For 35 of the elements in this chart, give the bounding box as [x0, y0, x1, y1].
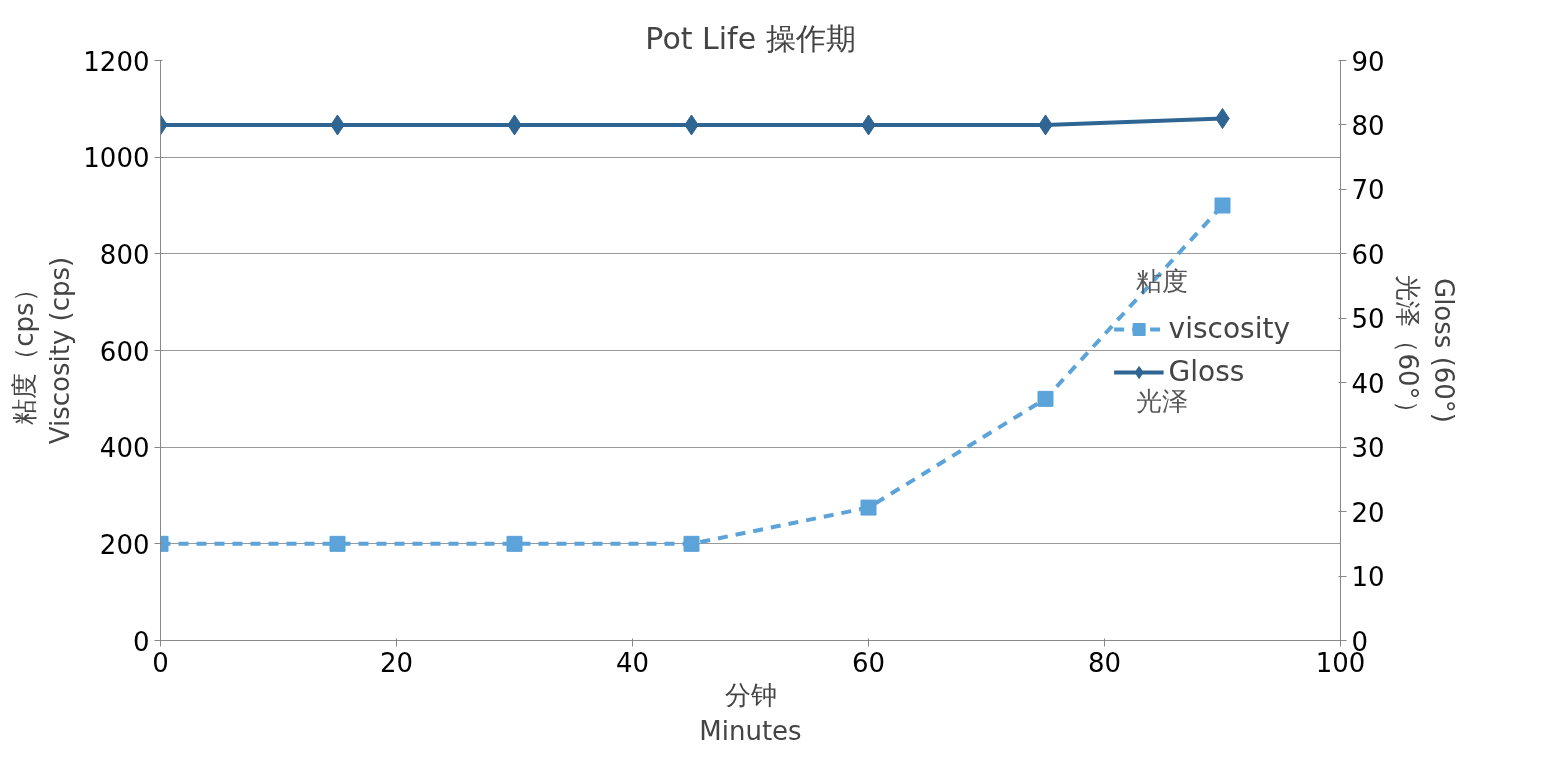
- x-tick-label: 20: [379, 647, 414, 678]
- x-tick-label: 40: [615, 647, 650, 678]
- point: [1214, 197, 1231, 214]
- legend-label: viscosity: [1168, 312, 1290, 345]
- y-axis-title: 粘度（cps） Viscosity (cps): [9, 256, 76, 445]
- y2-tick-label: 80: [1351, 110, 1385, 141]
- y-tick-label: 0: [132, 626, 150, 657]
- point: [1037, 390, 1054, 407]
- x-tick-label: 80: [1087, 647, 1122, 678]
- y2-tick-label: 10: [1351, 562, 1385, 593]
- annotation: 光泽: [1135, 385, 1188, 416]
- x-axis-title: 分钟 Minutes: [699, 679, 802, 746]
- point: [506, 535, 523, 552]
- x-tick-label: 60: [851, 647, 886, 678]
- point: [683, 535, 700, 552]
- y-tick-label: 800: [99, 239, 150, 270]
- point: [329, 535, 346, 552]
- annotation: 粘度: [1135, 265, 1188, 296]
- y-tick-label: 600: [99, 336, 150, 367]
- y-tick-label: 200: [99, 529, 150, 560]
- y-tick-label: 1200: [83, 46, 150, 77]
- y-tick-label: 1000: [83, 143, 150, 174]
- chart-title: Pot Life 操作期: [645, 20, 856, 56]
- y2-tick-label: 60: [1351, 239, 1385, 270]
- y2-tick-label: 30: [1351, 433, 1385, 464]
- y2-tick-label: 50: [1351, 304, 1385, 335]
- y2-tick-label: 90: [1351, 46, 1385, 77]
- y2-tick-label: 40: [1351, 368, 1385, 399]
- y2-tick-label: 20: [1351, 497, 1385, 528]
- legend-label: Gloss: [1168, 355, 1245, 388]
- y2-axis-title: Gloss (60°) 光泽（60°）: [1392, 275, 1459, 426]
- x-tick-label: 0: [152, 647, 169, 678]
- y-tick-label: 400: [99, 433, 150, 464]
- y2-tick-label: 70: [1351, 175, 1385, 206]
- point: [860, 499, 877, 516]
